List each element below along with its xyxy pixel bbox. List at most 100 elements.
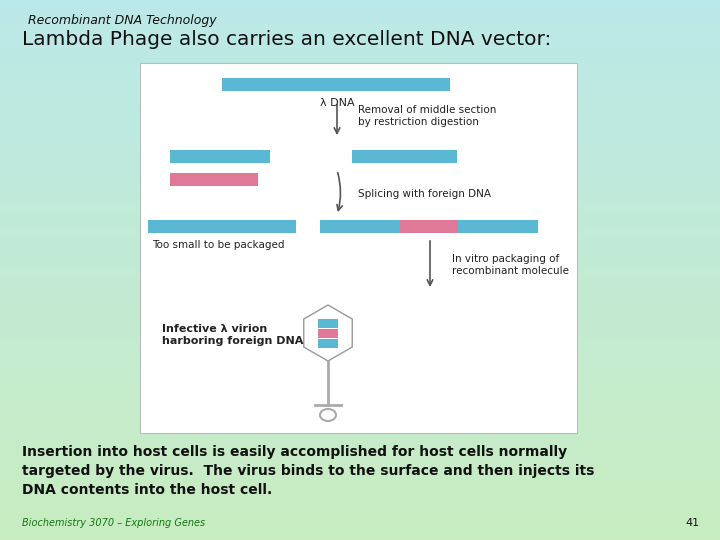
Bar: [0, 513, 720, 517]
Bar: [170, 173, 258, 186]
Bar: [0, 90, 720, 94]
Bar: [0, 176, 720, 180]
Bar: [0, 270, 720, 274]
Bar: [0, 23, 720, 27]
Text: Lambda Phage also carries an excellent DNA vector:: Lambda Phage also carries an excellent D…: [22, 30, 552, 49]
Bar: [0, 522, 720, 526]
Bar: [0, 468, 720, 472]
Bar: [0, 162, 720, 166]
Text: λ DNA: λ DNA: [320, 98, 354, 108]
Bar: [352, 150, 457, 163]
Bar: [458, 220, 538, 233]
Bar: [0, 81, 720, 85]
Bar: [0, 212, 720, 216]
Circle shape: [320, 409, 336, 421]
Bar: [0, 220, 720, 225]
Bar: [0, 405, 720, 409]
Bar: [0, 500, 720, 504]
Bar: [0, 252, 720, 256]
Bar: [0, 139, 720, 144]
Text: Recombinant DNA Technology: Recombinant DNA Technology: [28, 14, 217, 27]
Bar: [0, 108, 720, 112]
Bar: [0, 315, 720, 320]
Bar: [0, 230, 720, 234]
Bar: [0, 225, 720, 229]
Bar: [0, 428, 720, 432]
Bar: [0, 310, 720, 315]
Bar: [0, 342, 720, 347]
Bar: [0, 261, 720, 266]
Bar: [0, 158, 720, 162]
Bar: [0, 517, 720, 522]
Bar: [0, 148, 720, 153]
Bar: [0, 0, 720, 4]
Bar: [0, 166, 720, 171]
Bar: [0, 284, 720, 288]
Bar: [0, 536, 720, 540]
Bar: [0, 495, 720, 500]
Bar: [0, 328, 720, 333]
Bar: [0, 202, 720, 207]
Bar: [0, 355, 720, 360]
Bar: [0, 293, 720, 297]
Bar: [0, 338, 720, 342]
Bar: [0, 446, 720, 450]
Text: Removal of middle section
by restriction digestion: Removal of middle section by restriction…: [358, 105, 496, 127]
Bar: [0, 432, 720, 436]
Bar: [0, 112, 720, 117]
Bar: [400, 220, 458, 233]
Bar: [170, 150, 270, 163]
Text: Insertion into host cells is easily accomplished for host cells normally
targete: Insertion into host cells is easily acco…: [22, 445, 595, 497]
Text: Biochemistry 3070 – Exploring Genes: Biochemistry 3070 – Exploring Genes: [22, 518, 205, 528]
Bar: [0, 45, 720, 50]
Bar: [0, 301, 720, 306]
Bar: [0, 526, 720, 531]
Bar: [0, 171, 720, 176]
Bar: [0, 234, 720, 239]
Bar: [0, 85, 720, 90]
Bar: [0, 459, 720, 463]
Bar: [318, 339, 338, 348]
Bar: [0, 54, 720, 58]
Bar: [0, 455, 720, 459]
Bar: [0, 198, 720, 202]
Bar: [0, 347, 720, 351]
Bar: [0, 50, 720, 54]
Text: Too small to be packaged: Too small to be packaged: [152, 240, 284, 250]
Bar: [0, 486, 720, 490]
Bar: [0, 189, 720, 193]
Bar: [0, 239, 720, 243]
Bar: [0, 104, 720, 108]
Text: 41: 41: [686, 518, 700, 528]
Bar: [0, 122, 720, 126]
Bar: [0, 135, 720, 139]
Bar: [0, 256, 720, 261]
Bar: [140, 63, 577, 433]
Bar: [0, 472, 720, 477]
Bar: [0, 126, 720, 131]
Bar: [0, 378, 720, 382]
Bar: [0, 320, 720, 324]
Bar: [0, 72, 720, 77]
Bar: [318, 319, 338, 328]
Bar: [0, 36, 720, 40]
Bar: [0, 144, 720, 148]
Bar: [0, 509, 720, 513]
Bar: [0, 243, 720, 247]
Bar: [0, 99, 720, 104]
Bar: [0, 94, 720, 99]
Bar: [0, 450, 720, 455]
Bar: [0, 401, 720, 405]
Bar: [0, 392, 720, 396]
Bar: [320, 220, 400, 233]
Bar: [0, 414, 720, 418]
Bar: [0, 9, 720, 14]
Bar: [0, 423, 720, 428]
Bar: [0, 131, 720, 135]
Bar: [0, 266, 720, 270]
Bar: [0, 193, 720, 198]
Bar: [0, 324, 720, 328]
Bar: [0, 153, 720, 158]
Bar: [0, 31, 720, 36]
Text: Splicing with foreign DNA: Splicing with foreign DNA: [358, 189, 491, 199]
